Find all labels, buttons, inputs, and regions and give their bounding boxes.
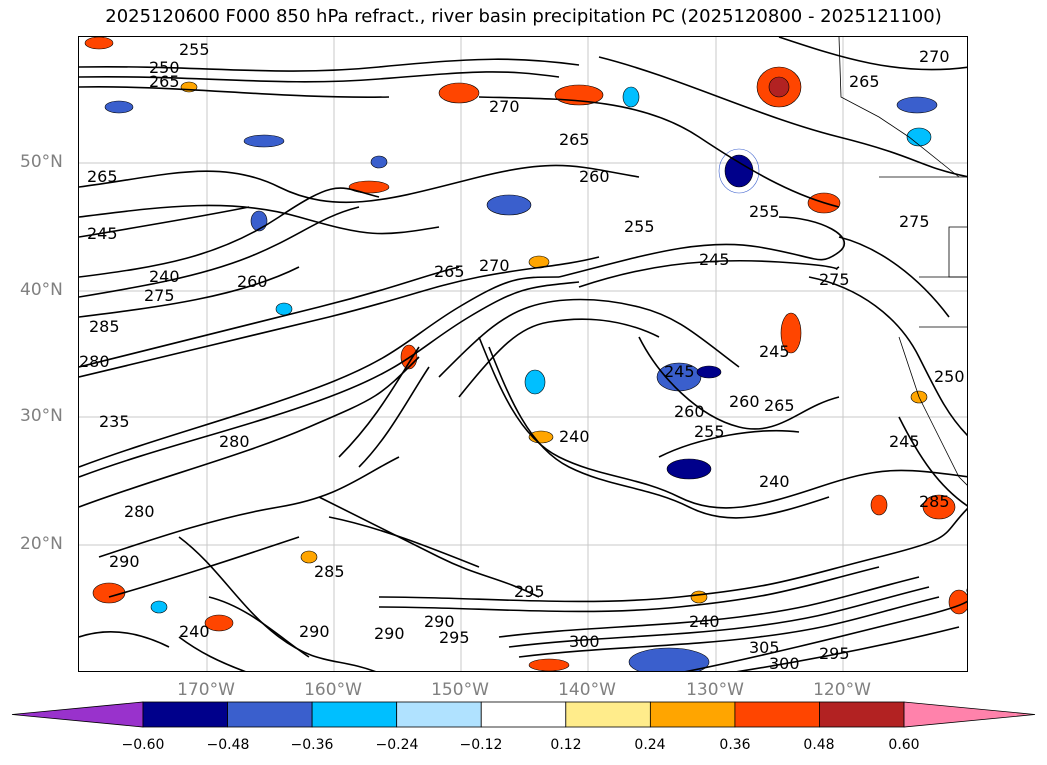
contour-label: 285 xyxy=(89,317,120,336)
colorbar-tick-label: −0.12 xyxy=(459,737,503,753)
contour-label: 265 xyxy=(764,396,795,415)
colorbar-tick-label: −0.24 xyxy=(375,737,419,753)
contour-label: 245 xyxy=(759,342,790,361)
lat-label: 30°N xyxy=(20,406,63,426)
contour-label: 245 xyxy=(87,224,118,243)
contour-label: 270 xyxy=(479,256,510,275)
contour-label: 290 xyxy=(109,552,140,571)
contour-label: 290 xyxy=(374,624,405,643)
contour-label: 240 xyxy=(179,622,210,641)
contour-label: 265 xyxy=(434,262,465,281)
contour-label: 260 xyxy=(674,402,705,421)
colorbar-extend-low xyxy=(11,701,144,728)
contour-label: 255 xyxy=(624,217,655,236)
colorbar-tick-label: 0.36 xyxy=(719,737,751,753)
contour-label: 305 xyxy=(749,638,780,657)
colorbar-segment xyxy=(734,701,820,728)
colorbar-segment xyxy=(396,701,482,728)
contour-label: 280 xyxy=(219,432,250,451)
colorbar-segment xyxy=(227,701,313,728)
colorbar-tick-label: 0.48 xyxy=(803,737,835,753)
contour-label: 240 xyxy=(149,267,180,286)
refractivity-contours xyxy=(79,37,967,671)
contour-label: 245 xyxy=(889,432,920,451)
lat-label: 50°N xyxy=(20,152,63,172)
colorbar-segment xyxy=(480,701,567,728)
contour-label: 250 xyxy=(149,58,180,77)
contour-label: 270 xyxy=(489,97,520,116)
lon-label: 140°W xyxy=(558,680,616,700)
contour-label: 235 xyxy=(99,412,130,431)
colorbar-tick-label: −0.60 xyxy=(121,737,165,753)
colorbar-tick-label: 0.60 xyxy=(888,737,920,753)
colorbar-segment xyxy=(649,701,736,728)
contour-label: 275 xyxy=(819,270,850,289)
colorbar-segment xyxy=(311,701,398,728)
contour-label: 245 xyxy=(699,250,730,269)
contour-label: 275 xyxy=(899,212,930,231)
contour-label: 265 xyxy=(849,72,880,91)
contour-label: 290 xyxy=(424,612,455,631)
contour-label: 285 xyxy=(314,562,345,581)
lon-label: 160°W xyxy=(304,680,362,700)
contour-label: 250 xyxy=(934,367,965,386)
land-borders xyxy=(838,37,967,486)
map-canvas: 255 250 265 270 265 265 270 275 265 245 … xyxy=(79,37,967,672)
lon-label: 120°W xyxy=(813,680,871,700)
chart-title: 2025120600 F000 850 hPa refract., river … xyxy=(105,6,942,27)
lon-label: 150°W xyxy=(431,680,489,700)
precipitation-patches xyxy=(84,37,967,671)
contour-label: 265 xyxy=(559,130,590,149)
contour-label: 255 xyxy=(179,40,210,59)
colorbar-tick-label: 0.24 xyxy=(634,737,666,753)
colorbar xyxy=(11,701,1036,728)
contour-label: 260 xyxy=(237,272,268,291)
colorbar-segment xyxy=(819,701,905,728)
contour-labels: 255 250 265 270 265 265 270 275 265 245 … xyxy=(79,40,965,672)
contour-label: 280 xyxy=(124,502,155,521)
contour-label: 295 xyxy=(514,582,545,601)
contour-label: 280 xyxy=(79,352,110,371)
colorbar-extend-high xyxy=(903,701,1036,728)
contour-label: 285 xyxy=(919,492,950,511)
contour-label: 300 xyxy=(769,654,800,672)
colorbar-tick-label: −0.48 xyxy=(206,737,250,753)
contour-label: 240 xyxy=(559,427,590,446)
contour-label: 260 xyxy=(729,392,760,411)
contour-label: 240 xyxy=(689,612,720,631)
contour-label: 300 xyxy=(569,632,600,651)
contour-label: 265 xyxy=(87,167,118,186)
contour-label: 275 xyxy=(144,286,175,305)
contour-label: 265 xyxy=(149,72,180,91)
contour-label: 255 xyxy=(749,202,780,221)
contour-label: 270 xyxy=(919,47,950,66)
colorbar-segment xyxy=(565,701,651,728)
lon-label: 130°W xyxy=(686,680,744,700)
contour-label: 255 xyxy=(694,422,725,441)
contour-label: 290 xyxy=(299,622,330,641)
lat-label: 40°N xyxy=(20,280,63,300)
lon-label: 170°W xyxy=(177,680,235,700)
contour-label: 295 xyxy=(819,644,850,663)
map-panel: 255 250 265 270 265 265 270 275 265 245 … xyxy=(78,36,968,672)
graticule xyxy=(79,37,967,671)
colorbar-tick-label: −0.36 xyxy=(290,737,334,753)
contour-label: 245 xyxy=(664,362,695,381)
colorbar-tick-label: 0.12 xyxy=(550,737,582,753)
lat-label: 20°N xyxy=(20,534,63,554)
colorbar-segment xyxy=(142,701,228,728)
contour-label: 260 xyxy=(579,167,610,186)
contour-label: 295 xyxy=(439,628,470,647)
contour-label: 240 xyxy=(759,472,790,491)
